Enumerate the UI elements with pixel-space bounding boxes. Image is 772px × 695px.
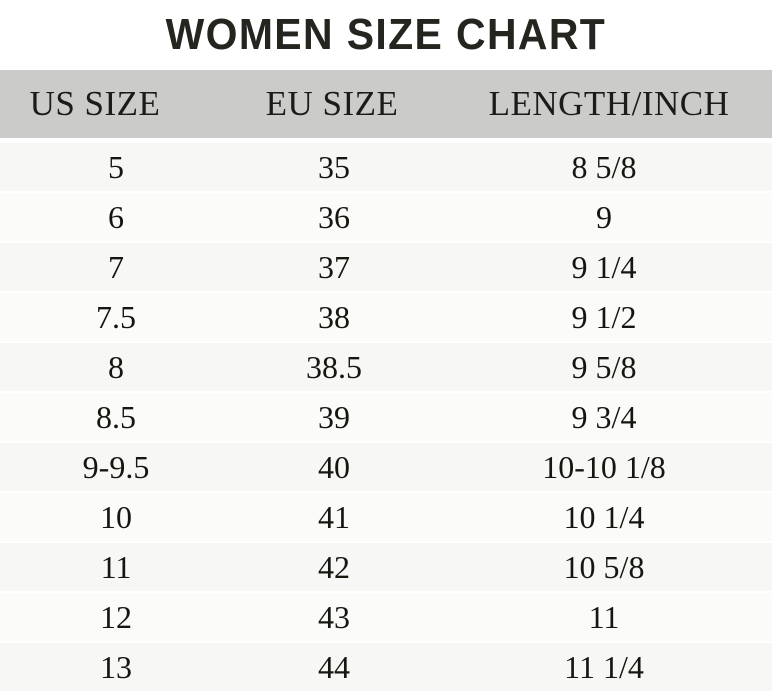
cell-us-size: 8.5 (0, 391, 232, 442)
cell-eu-size: 40 (232, 441, 436, 492)
column-header-us-size: US SIZE (0, 70, 232, 141)
cell-length-inch: 8 5/8 (436, 138, 772, 192)
cell-length-inch: 10 5/8 (436, 541, 772, 592)
cell-length-inch: 11 1/4 (436, 641, 772, 691)
cell-length-inch: 9 3/4 (436, 391, 772, 442)
cell-length-inch: 9 1/2 (436, 291, 772, 342)
cell-us-size: 10 (0, 491, 232, 542)
size-chart-table: US SIZE EU SIZE LENGTH/INCH 5 35 8 5/8 6 36 9… (0, 70, 772, 691)
cell-eu-size: 35 (232, 138, 436, 192)
title-area: WOMEN SIZE CHART (0, 0, 772, 70)
table-header: US SIZE EU SIZE LENGTH/INCH (0, 70, 772, 141)
table-row: 13 44 11 1/4 (0, 641, 772, 691)
column-header-length-inch: LENGTH/INCH (436, 70, 772, 141)
cell-eu-size: 39 (232, 391, 436, 442)
table-row: 8.5 39 9 3/4 (0, 391, 772, 442)
cell-us-size: 13 (0, 641, 232, 691)
table-row: 12 43 11 (0, 591, 772, 642)
cell-eu-size: 36 (232, 191, 436, 242)
cell-us-size: 11 (0, 541, 232, 592)
cell-length-inch: 10-10 1/8 (436, 441, 772, 492)
cell-length-inch: 9 (436, 191, 772, 242)
cell-us-size: 7.5 (0, 291, 232, 342)
cell-us-size: 5 (0, 138, 232, 192)
cell-us-size: 6 (0, 191, 232, 242)
table-row: 6 36 9 (0, 191, 772, 242)
table-row: 10 41 10 1/4 (0, 491, 772, 542)
table-row: 9-9.5 40 10-10 1/8 (0, 441, 772, 492)
table-row: 7.5 38 9 1/2 (0, 291, 772, 342)
header-row: US SIZE EU SIZE LENGTH/INCH (0, 70, 772, 141)
cell-eu-size: 38.5 (232, 341, 436, 392)
cell-eu-size: 42 (232, 541, 436, 592)
table-row: 11 42 10 5/8 (0, 541, 772, 592)
cell-length-inch: 9 5/8 (436, 341, 772, 392)
table-body: 5 35 8 5/8 6 36 9 7 37 9 1/4 7.5 38 9 1/2 8 38.5 9 5/8… (0, 138, 772, 691)
table-row: 7 37 9 1/4 (0, 241, 772, 292)
cell-us-size: 8 (0, 341, 232, 392)
table-row: 5 35 8 5/8 (0, 138, 772, 192)
page-title: WOMEN SIZE CHART (165, 10, 607, 59)
cell-us-size: 12 (0, 591, 232, 642)
column-header-eu-size: EU SIZE (232, 70, 436, 141)
cell-us-size: 7 (0, 241, 232, 292)
cell-length-inch: 9 1/4 (436, 241, 772, 292)
cell-eu-size: 44 (232, 641, 436, 691)
cell-length-inch: 11 (436, 591, 772, 642)
cell-eu-size: 43 (232, 591, 436, 642)
cell-us-size: 9-9.5 (0, 441, 232, 492)
table-row: 8 38.5 9 5/8 (0, 341, 772, 392)
cell-length-inch: 10 1/4 (436, 491, 772, 542)
cell-eu-size: 38 (232, 291, 436, 342)
cell-eu-size: 37 (232, 241, 436, 292)
cell-eu-size: 41 (232, 491, 436, 542)
